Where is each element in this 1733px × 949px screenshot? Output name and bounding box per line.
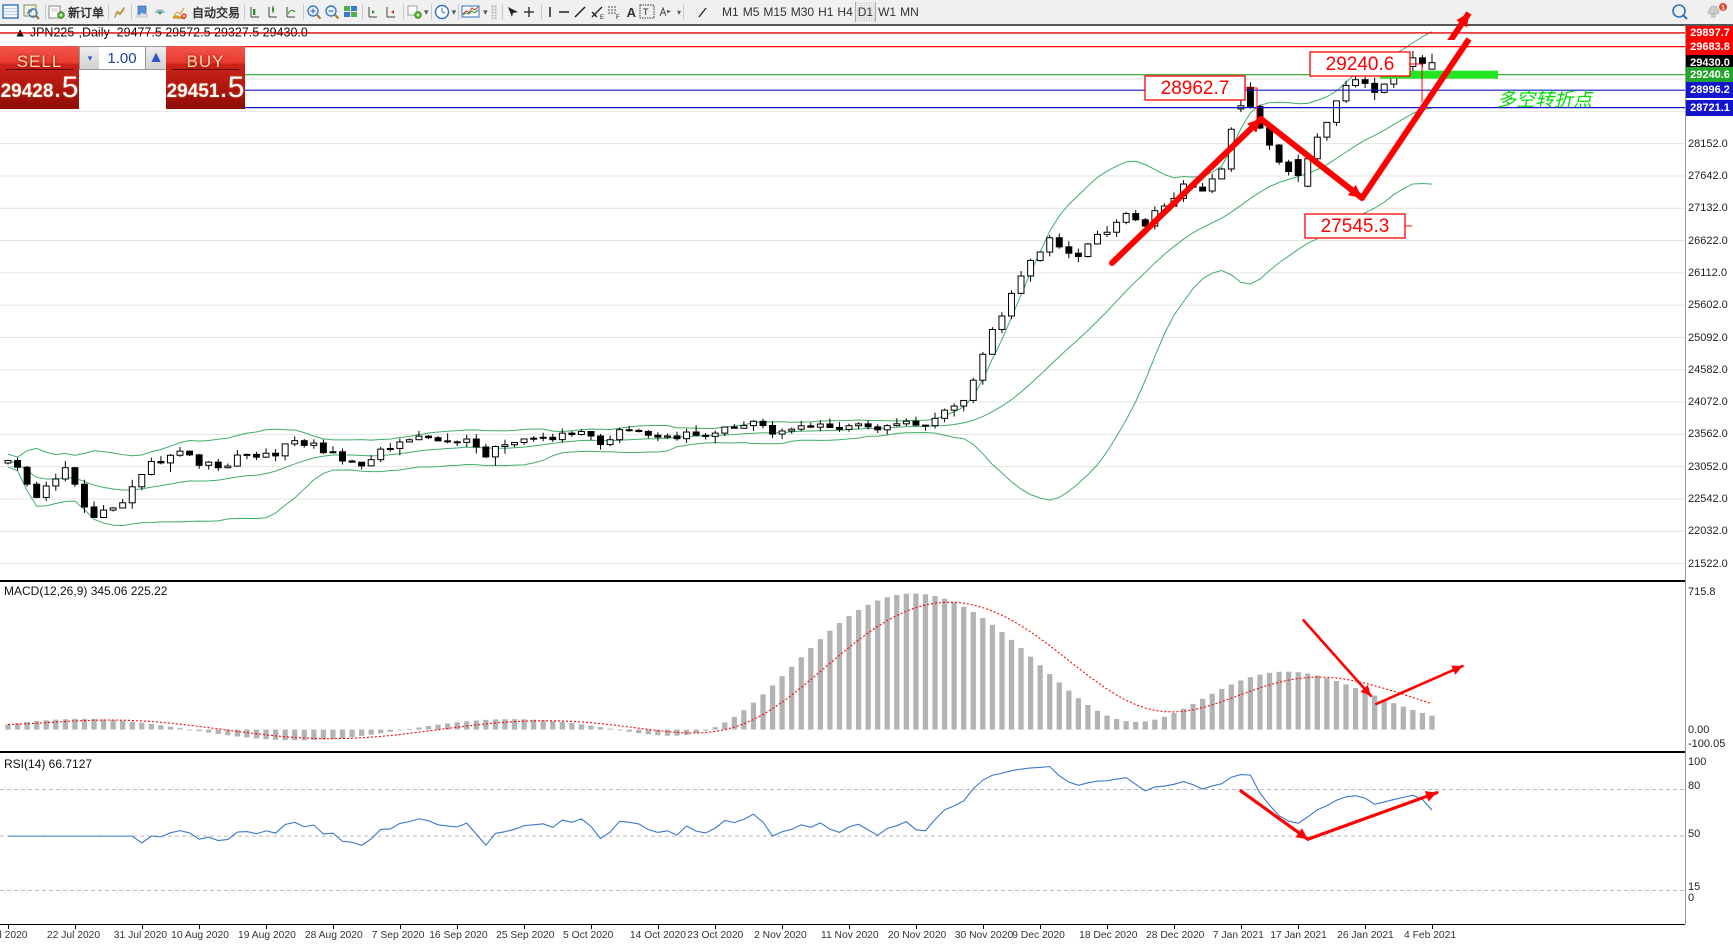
svg-text:28962.7: 28962.7 bbox=[1161, 78, 1230, 99]
svg-text:多空转折点: 多空转折点 bbox=[1497, 89, 1594, 111]
svg-text:29240.6: 29240.6 bbox=[1326, 54, 1395, 75]
svg-text:1: 1 bbox=[1721, 5, 1725, 12]
svg-text:27545.3: 27545.3 bbox=[1321, 216, 1390, 237]
